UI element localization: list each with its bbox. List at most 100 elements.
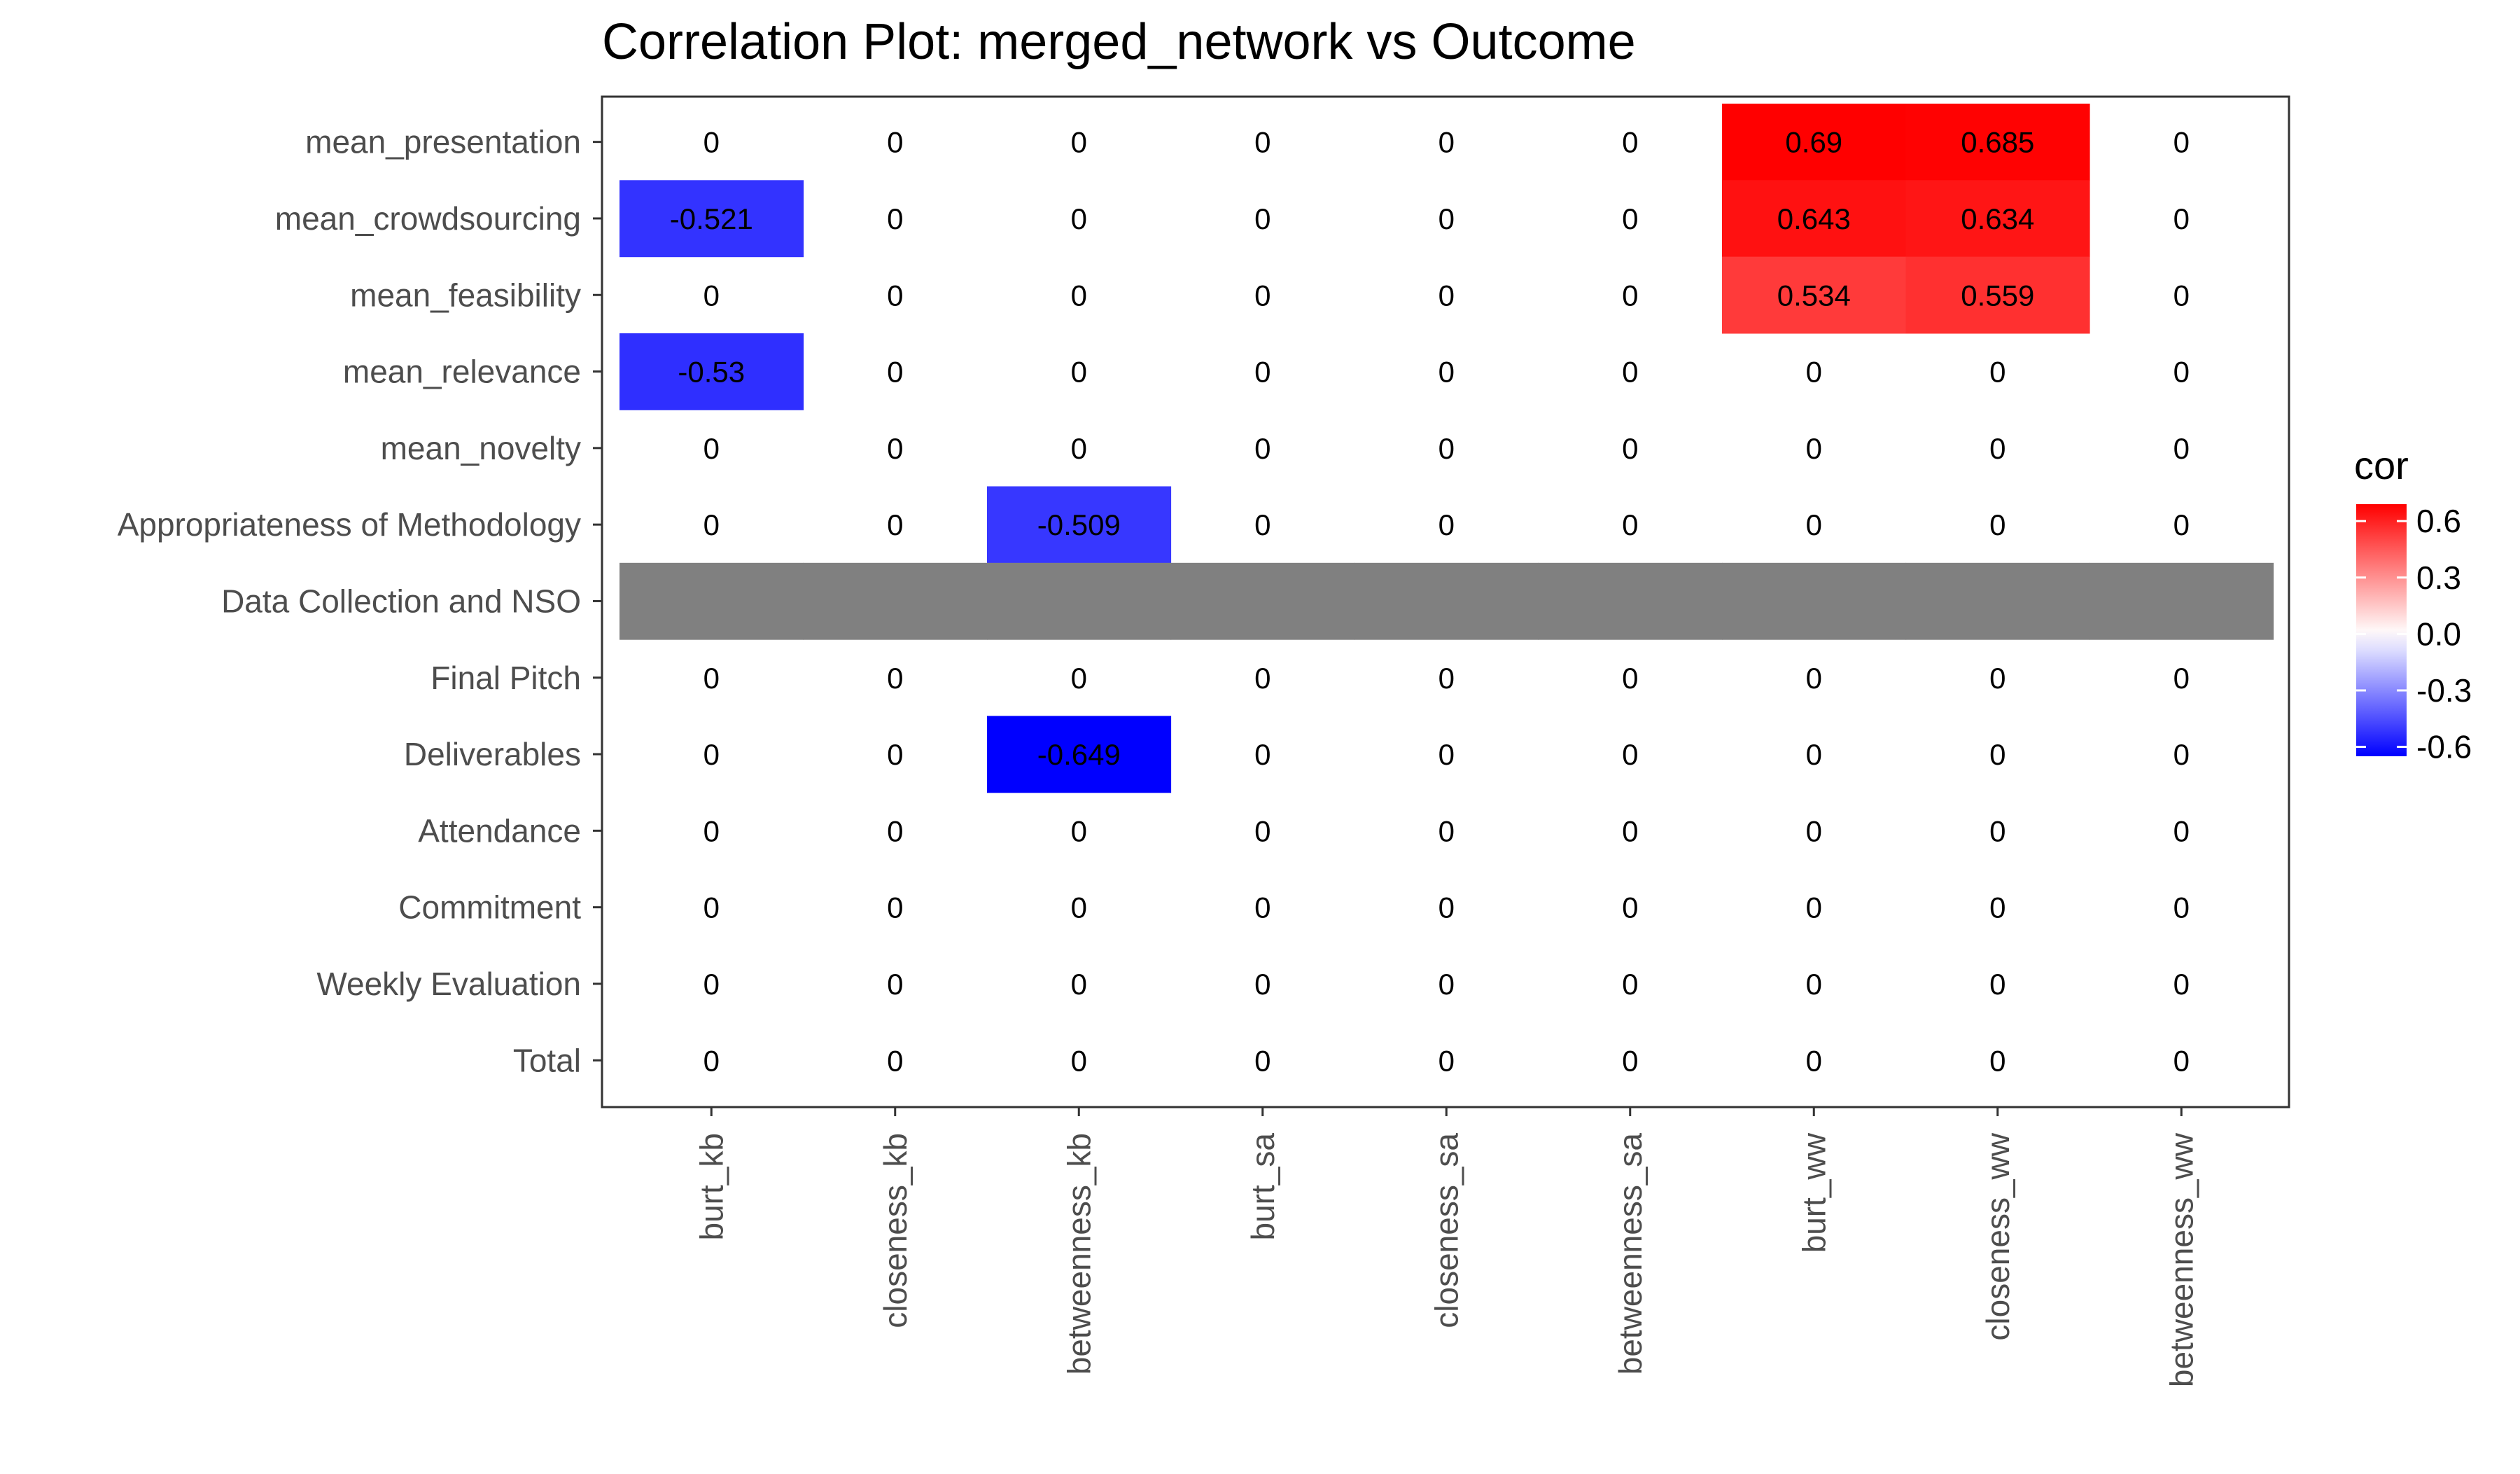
cell-label: 0 [704, 814, 720, 847]
legend-tick-label: 0.6 [2416, 503, 2461, 539]
cell-label: 0 [1438, 891, 1455, 924]
x-axis: burt_kb closeness_kb betweenness_kb burt_sa… [693, 1107, 2199, 1387]
x-tick-label-betweenness-ww: betweenness_ww [2163, 1132, 2199, 1387]
legend-tick-label: -0.3 [2416, 672, 2472, 709]
cell-label: 0 [704, 126, 720, 159]
cell-label: 0 [887, 356, 903, 389]
y-tick-label-attendance: Attendance [418, 812, 581, 849]
heatmap-cell-na [1905, 562, 2090, 640]
cell-label: 0 [2174, 126, 2190, 159]
cell-label: 0 [1254, 891, 1270, 924]
cell-label: 0 [704, 508, 720, 541]
cell-label: -0.649 [1037, 738, 1121, 771]
cell-label: 0 [1438, 432, 1455, 465]
cell-label: 0 [1254, 662, 1270, 695]
cell-label: 0 [1438, 508, 1455, 541]
cell-label: 0 [1622, 202, 1638, 235]
x-tick-label-betweenness-kb: betweenness_kb [1060, 1133, 1097, 1375]
heatmap-cell [620, 180, 804, 258]
heatmap-cell [1905, 180, 2090, 258]
legend-ticks: 0.6 0.3 0.0 -0.3 -0.6 [2356, 503, 2472, 765]
cell-label: 0 [704, 738, 720, 771]
y-tick-label-commitment: Commitment [398, 889, 581, 926]
heatmap-cell [1905, 256, 2090, 334]
cell-label: 0 [1071, 814, 1087, 847]
heatmap-cells: 0 0 0 0 0 0 0.69 0.685 0 -0.521 0 0 0 0 0 0.643 0.634 0 0 0… [620, 104, 2274, 1077]
heatmap-cell [620, 333, 804, 410]
cell-label: 0 [1071, 662, 1087, 695]
cell-label: 0 [704, 432, 720, 465]
cell-label: 0 [887, 126, 903, 159]
cell-label: 0 [1989, 662, 2005, 695]
cell-label: 0 [887, 202, 903, 235]
cell-label: 0 [1989, 432, 2005, 465]
cell-label: 0 [1622, 126, 1638, 159]
cell-label: 0 [1806, 738, 1822, 771]
legend-colorbar [2356, 504, 2407, 756]
cell-label: 0 [1622, 279, 1638, 312]
y-tick-label-appropriateness-of-methodology: Appropriateness of Methodology [118, 506, 581, 543]
cell-label: 0 [1622, 1044, 1638, 1077]
heatmap-cell [987, 716, 1172, 793]
cell-label: -0.53 [678, 356, 745, 389]
cell-label: 0.634 [1961, 202, 2034, 235]
cell-label: 0.69 [1785, 126, 1842, 159]
cell-label: 0 [1071, 356, 1087, 389]
cell-label: 0 [1071, 968, 1087, 1001]
cell-label: 0 [1806, 356, 1822, 389]
cell-label: 0 [1438, 738, 1455, 771]
heatmap-cell [1722, 256, 1907, 334]
cell-label: 0 [1806, 814, 1822, 847]
x-tick-label-burt-sa: burt_sa [1245, 1133, 1281, 1241]
y-tick-label-deliverables: Deliverables [404, 736, 581, 772]
heatmap-cell [1905, 104, 2090, 181]
y-tick-label-mean-relevance: mean_relevance [343, 354, 581, 390]
cell-label: 0 [1806, 432, 1822, 465]
cell-label: 0 [704, 1044, 720, 1077]
cell-label: 0 [1438, 202, 1455, 235]
cell-label: 0 [1254, 738, 1270, 771]
cell-label: 0 [1622, 738, 1638, 771]
cell-label: 0.534 [1777, 279, 1851, 312]
cell-label: 0 [1071, 279, 1087, 312]
cell-label: 0.559 [1961, 279, 2034, 312]
cell-label: 0 [704, 968, 720, 1001]
cell-label: 0 [887, 968, 903, 1001]
cell-label: 0 [1622, 508, 1638, 541]
cell-label: 0 [2174, 662, 2190, 695]
cell-label: 0 [1071, 891, 1087, 924]
cell-label: 0 [1254, 968, 1270, 1001]
cell-label: 0 [887, 891, 903, 924]
cell-label: 0 [1806, 1044, 1822, 1077]
chart-title: Correlation Plot: merged_network vs Outc… [602, 14, 1636, 70]
cell-label: -0.509 [1037, 508, 1121, 541]
cell-label: 0 [1438, 126, 1455, 159]
cell-label: 0 [1254, 814, 1270, 847]
cell-label: 0 [1622, 814, 1638, 847]
cell-label: 0 [887, 738, 903, 771]
cell-label: 0 [2174, 508, 2190, 541]
heatmap-cell [1722, 104, 1907, 181]
cell-label: 0 [1254, 508, 1270, 541]
cell-label: 0 [2174, 432, 2190, 465]
cell-label: 0 [1622, 891, 1638, 924]
cell-label: 0 [1622, 968, 1638, 1001]
heatmap-cell-na [1354, 562, 1539, 640]
cell-label: 0 [2174, 891, 2190, 924]
cell-label: 0 [1989, 508, 2005, 541]
cell-label: 0 [1806, 508, 1822, 541]
cell-label: 0 [1254, 126, 1270, 159]
y-tick-label-total: Total [513, 1042, 581, 1078]
y-tick-label-mean-presentation: mean_presentation [305, 124, 581, 160]
heatmap-cell-na [2090, 562, 2274, 640]
cell-label: 0 [1438, 279, 1455, 312]
cell-label: 0 [2174, 814, 2190, 847]
cell-label: 0 [1438, 662, 1455, 695]
cell-label: 0 [1254, 432, 1270, 465]
x-tick-label-closeness-ww: closeness_ww [1980, 1132, 2016, 1340]
heatmap-cell-na [987, 562, 1172, 640]
cell-label: 0 [1989, 356, 2005, 389]
cell-label: 0 [1254, 279, 1270, 312]
cell-label: -0.521 [670, 202, 753, 235]
